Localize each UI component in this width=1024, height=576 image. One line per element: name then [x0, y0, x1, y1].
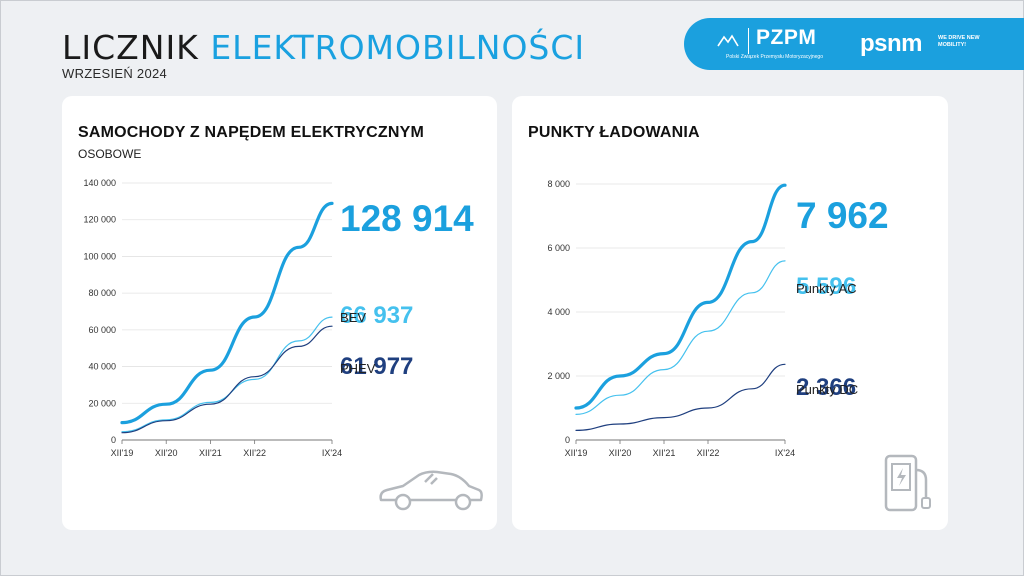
charging-points-title: PUNKTY ŁADOWANIA [528, 124, 700, 141]
logo-bar: PZPM Polski Związek Przemysłu Motoryzacy… [684, 18, 1024, 70]
y-tick-label: 4 000 [547, 307, 570, 317]
series-line-total [574, 183, 787, 410]
y-tick-label: 20 000 [88, 398, 116, 408]
final-value-ac: 5 596 [796, 273, 856, 300]
pzpm-full-name: Polski Związek Przemysłu Motoryzacyjnego [726, 54, 823, 60]
y-tick-label: 0 [565, 435, 570, 445]
charging-points-chart: 0 2 000 4 000 6 000 8 000 XII'19 XII'20 XII'21 X… [547, 179, 889, 458]
final-value-dc: 2 366 [796, 374, 856, 401]
series-label-dc: Punkty DC [796, 382, 858, 397]
series-line-bev [121, 316, 333, 433]
x-tick-label: XII'22 [697, 448, 720, 458]
final-value-phev: 61 977 [340, 353, 413, 380]
series-line-ac [575, 260, 786, 415]
psnm-slogan: WE DRIVE NEW MOBILITY! [938, 35, 980, 48]
ev-cars-chart: 0 20 000 40 000 60 000 80 000 100 000 120 000 1… [83, 178, 474, 458]
final-value-total: 128 914 [340, 198, 474, 239]
x-tick-label: XII'22 [243, 448, 266, 458]
x-tick-label: XII'21 [653, 448, 676, 458]
series-label-bev: BEV [340, 310, 366, 325]
y-tick-label: 120 000 [83, 215, 116, 225]
y-tick-label: 60 000 [88, 325, 116, 335]
ev-cars-subtitle: OSOBOWE [78, 147, 142, 161]
logo-separator [748, 28, 749, 54]
series-label-phev: PHEV [340, 361, 376, 376]
series-line-dc [575, 363, 786, 431]
y-tick-label: 100 000 [83, 251, 116, 261]
y-tick-label: 6 000 [547, 243, 570, 253]
psnm-logo: psnm [860, 30, 923, 57]
x-tick-label: XII'19 [565, 448, 588, 458]
y-tick-label: 0 [111, 435, 116, 445]
series-label-ac: Punkty AC [796, 281, 857, 296]
page-subtitle: WRZESIEŃ 2024 [62, 66, 168, 81]
ev-cars-title: SAMOCHODY Z NAPĘDEM ELEKTRYCZNYM [78, 124, 424, 141]
x-tick-label: XII'21 [199, 448, 222, 458]
x-tick-label: XII'20 [609, 448, 632, 458]
y-tick-label: 8 000 [547, 179, 570, 189]
pzpm-logo: PZPM [756, 26, 817, 49]
x-tick-label: XII'20 [155, 448, 178, 458]
y-tick-label: 80 000 [88, 288, 116, 298]
car-charging-icon [379, 470, 483, 511]
x-tick-label: IX'24 [775, 448, 795, 458]
charging-points-card: PUNKTY ŁADOWANIA 0 2 000 4 000 6 000 8 000 XI… [512, 96, 948, 530]
pzpm-logo-icon [717, 34, 739, 47]
final-value-bev: 66 937 [340, 302, 413, 329]
charging-station-icon [884, 454, 931, 512]
ev-cars-card: SAMOCHODY Z NAPĘDEM ELEKTRYCZNYM OSOBOWE… [62, 96, 497, 530]
y-tick-label: 40 000 [88, 362, 116, 372]
y-tick-label: 140 000 [83, 178, 116, 188]
x-tick-label: IX'24 [322, 448, 342, 458]
page-title-part1: LICZNIK [62, 28, 199, 67]
page-title: LICZNIK ELEKTROMOBILNOŚCI [62, 28, 585, 67]
series-line-total [120, 201, 334, 425]
page-title-part2: ELEKTROMOBILNOŚCI [210, 28, 586, 67]
x-tick-label: XII'19 [111, 448, 134, 458]
y-tick-label: 2 000 [547, 371, 570, 381]
series-line-phev [121, 325, 333, 434]
final-value-total: 7 962 [796, 195, 889, 236]
